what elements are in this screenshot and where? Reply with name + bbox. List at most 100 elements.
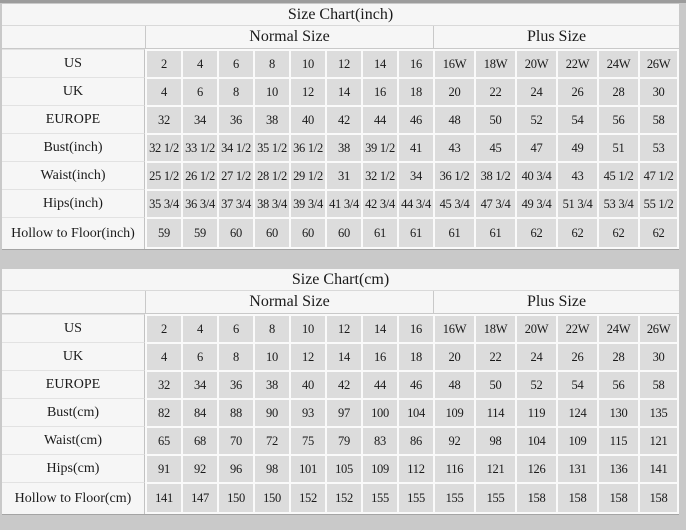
size-cell: 42 [325, 105, 361, 133]
size-cell: 114 [474, 398, 515, 426]
table-title: Size Chart(inch) [2, 4, 680, 26]
size-cell: 6 [181, 342, 217, 370]
size-cell: 20W [515, 49, 556, 77]
size-cell: 158 [597, 482, 638, 514]
size-cell: 36 [217, 105, 253, 133]
size-cell: 34 1/2 [217, 133, 253, 161]
size-cell: 34 [181, 370, 217, 398]
size-cell: 60 [217, 217, 253, 249]
size-cell: 12 [325, 314, 361, 342]
size-cell: 34 [181, 105, 217, 133]
size-cell: 48 [433, 105, 474, 133]
size-cell: 4 [145, 342, 181, 370]
size-cell: 109 [556, 426, 597, 454]
size-cell: 2 [145, 314, 181, 342]
size-cell: 28 1/2 [253, 161, 289, 189]
size-cell: 32 [145, 370, 181, 398]
size-cell: 60 [253, 217, 289, 249]
size-cell: 150 [217, 482, 253, 514]
size-cell: 36 1/2 [433, 161, 474, 189]
size-cell: 10 [253, 342, 289, 370]
size-cell: 52 [515, 370, 556, 398]
row-label: EUROPE [2, 370, 145, 398]
size-chart-cm-table: Size Chart(cm) Normal Size Plus Size US 2… [2, 269, 680, 514]
size-cell: 61 [397, 217, 433, 249]
size-cell: 44 [361, 105, 397, 133]
size-cell: 25 1/2 [145, 161, 181, 189]
size-cell: 61 [433, 217, 474, 249]
size-cell: 53 3/4 [597, 189, 638, 217]
table-row: Waist(cm) 65 68 70 72 75 79 83 86 92 98 104 109 115 12… [2, 426, 680, 454]
size-cell: 22 [474, 342, 515, 370]
size-cell: 43 [556, 161, 597, 189]
size-group-header-row: Normal Size Plus Size [2, 291, 680, 314]
size-cell: 31 [325, 161, 361, 189]
size-cell: 16W [433, 314, 474, 342]
size-cell: 121 [474, 454, 515, 482]
size-cell: 155 [361, 482, 397, 514]
size-cell: 62 [556, 217, 597, 249]
size-cell: 109 [433, 398, 474, 426]
size-cell: 29 1/2 [289, 161, 325, 189]
size-cell: 61 [361, 217, 397, 249]
size-cell: 24W [597, 314, 638, 342]
size-cell: 38 [253, 105, 289, 133]
size-cell: 51 3/4 [556, 189, 597, 217]
table-row: EUROPE 32 34 36 38 40 42 44 46 48 50 52 54 56 58 [2, 105, 680, 133]
size-cell: 22 [474, 77, 515, 105]
row-label: Hollow to Floor(inch) [2, 217, 145, 249]
size-cell: 84 [181, 398, 217, 426]
size-cell: 35 3/4 [145, 189, 181, 217]
size-cell: 75 [289, 426, 325, 454]
size-cell: 10 [289, 314, 325, 342]
size-cell: 104 [397, 398, 433, 426]
size-cell: 56 [597, 105, 638, 133]
size-cell: 136 [597, 454, 638, 482]
size-cell: 32 [145, 105, 181, 133]
row-label: EUROPE [2, 105, 145, 133]
size-cell: 147 [181, 482, 217, 514]
size-cell: 126 [515, 454, 556, 482]
size-cell: 38 1/2 [474, 161, 515, 189]
table-row: Hollow to Floor(inch) 59 59 60 60 60 60 61 61 61 6… [2, 217, 680, 249]
size-cell: 51 [597, 133, 638, 161]
size-cell: 155 [474, 482, 515, 514]
size-cell: 115 [597, 426, 638, 454]
size-cell: 24W [597, 49, 638, 77]
size-cell: 14 [361, 314, 397, 342]
size-cell: 79 [325, 426, 361, 454]
size-cell: 20W [515, 314, 556, 342]
size-cell: 26 [556, 342, 597, 370]
size-cell: 82 [145, 398, 181, 426]
size-cell: 155 [433, 482, 474, 514]
size-cell: 141 [638, 454, 680, 482]
size-cell: 30 [638, 77, 680, 105]
size-cell: 4 [181, 314, 217, 342]
size-cell: 152 [325, 482, 361, 514]
row-label: US [2, 49, 145, 77]
size-chart-cm-card: Size Chart(cm) Normal Size Plus Size US 2… [2, 269, 680, 514]
size-cell: 12 [289, 342, 325, 370]
size-cell: 98 [253, 454, 289, 482]
size-cell: 24 [515, 342, 556, 370]
size-cell: 101 [289, 454, 325, 482]
size-cell: 40 [289, 370, 325, 398]
size-cell: 42 [325, 370, 361, 398]
size-cell: 100 [361, 398, 397, 426]
row-label: UK [2, 77, 145, 105]
page-top-edge [0, 0, 686, 3]
size-cell: 18W [474, 49, 515, 77]
table-row: US 2 4 6 8 10 12 14 16 16W 18W 20W 22W 24W 26W [2, 314, 680, 342]
size-cell: 59 [181, 217, 217, 249]
size-cell: 131 [556, 454, 597, 482]
size-cell: 42 3/4 [361, 189, 397, 217]
size-cell: 26W [638, 49, 680, 77]
size-cell: 83 [361, 426, 397, 454]
size-cell: 6 [217, 49, 253, 77]
size-cell: 22W [556, 49, 597, 77]
size-cell: 18 [397, 77, 433, 105]
size-group-header-row: Normal Size Plus Size [2, 26, 680, 49]
size-cell: 33 1/2 [181, 133, 217, 161]
size-cell: 39 1/2 [361, 133, 397, 161]
size-cell: 8 [253, 49, 289, 77]
